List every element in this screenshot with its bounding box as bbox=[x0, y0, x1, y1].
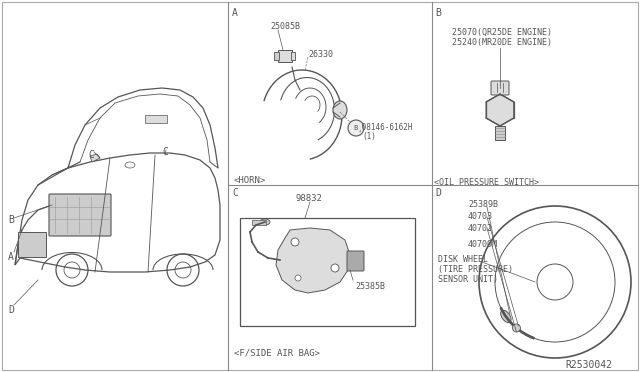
Text: SENSOR UNIT): SENSOR UNIT) bbox=[438, 275, 498, 284]
Text: 25085B: 25085B bbox=[270, 22, 300, 31]
Text: <OIL PRESSURE SWITCH>: <OIL PRESSURE SWITCH> bbox=[434, 178, 539, 187]
Bar bbox=[252, 220, 266, 225]
Bar bbox=[495, 126, 505, 140]
Bar bbox=[240, 218, 415, 326]
Text: C: C bbox=[232, 188, 238, 198]
FancyBboxPatch shape bbox=[347, 251, 364, 271]
Circle shape bbox=[331, 264, 339, 272]
Text: R2530042: R2530042 bbox=[565, 360, 612, 370]
Text: DISK WHEEL: DISK WHEEL bbox=[438, 255, 488, 264]
Circle shape bbox=[513, 324, 520, 332]
Ellipse shape bbox=[333, 101, 347, 119]
Text: 25240(MR20DE ENGINE): 25240(MR20DE ENGINE) bbox=[452, 38, 552, 47]
Text: ¸08146-6162H: ¸08146-6162H bbox=[358, 122, 413, 131]
Polygon shape bbox=[486, 94, 514, 126]
Text: 25389B: 25389B bbox=[468, 200, 498, 209]
Text: A: A bbox=[8, 252, 14, 262]
Polygon shape bbox=[90, 154, 100, 162]
FancyBboxPatch shape bbox=[49, 194, 111, 236]
Text: (1): (1) bbox=[362, 132, 376, 141]
Ellipse shape bbox=[260, 219, 270, 225]
Text: 25070(QR25DE ENGINE): 25070(QR25DE ENGINE) bbox=[452, 28, 552, 37]
Text: 25385B: 25385B bbox=[355, 282, 385, 291]
Text: 40703: 40703 bbox=[468, 212, 493, 221]
Text: <HORN>: <HORN> bbox=[234, 176, 266, 185]
Bar bbox=[278, 50, 292, 62]
Text: A: A bbox=[232, 8, 238, 18]
Polygon shape bbox=[276, 228, 350, 293]
Bar bbox=[18, 232, 46, 257]
Circle shape bbox=[295, 275, 301, 281]
Text: B: B bbox=[354, 125, 358, 131]
Text: 40700M: 40700M bbox=[468, 240, 498, 249]
Text: 98832: 98832 bbox=[295, 194, 322, 203]
Text: 40702: 40702 bbox=[468, 224, 493, 233]
Text: C: C bbox=[88, 150, 94, 160]
Text: (TIRE PRESSURE): (TIRE PRESSURE) bbox=[438, 265, 513, 274]
Text: C: C bbox=[162, 147, 168, 157]
Bar bbox=[274, 52, 279, 60]
Circle shape bbox=[291, 238, 299, 246]
Ellipse shape bbox=[500, 310, 511, 323]
Circle shape bbox=[348, 120, 364, 136]
Text: B: B bbox=[8, 215, 14, 225]
Text: B: B bbox=[435, 8, 441, 18]
Text: 26330: 26330 bbox=[308, 50, 333, 59]
Text: D: D bbox=[8, 305, 14, 315]
Bar bbox=[145, 115, 167, 123]
Text: D: D bbox=[435, 188, 441, 198]
Bar bbox=[291, 52, 295, 60]
Text: <F/SIDE AIR BAG>: <F/SIDE AIR BAG> bbox=[234, 348, 320, 357]
FancyBboxPatch shape bbox=[491, 81, 509, 95]
